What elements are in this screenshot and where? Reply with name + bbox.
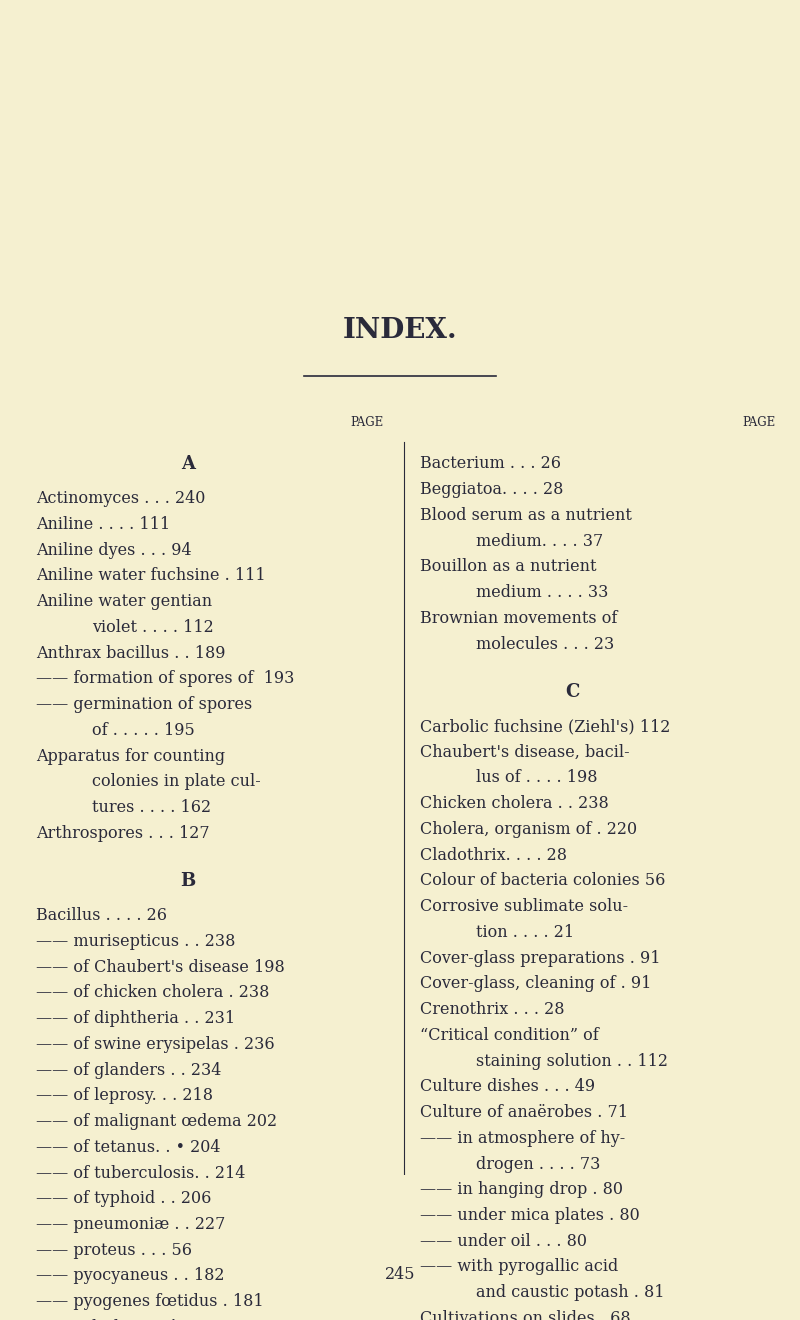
Text: violet . . . . 112: violet . . . . 112 xyxy=(92,619,214,636)
Text: Bacillus . . . . 26: Bacillus . . . . 26 xyxy=(36,907,167,924)
Text: —— proteus . . . 56: —— proteus . . . 56 xyxy=(36,1242,192,1259)
Text: Culture dishes . . . 49: Culture dishes . . . 49 xyxy=(420,1078,595,1096)
Text: —— in atmosphere of hy-: —— in atmosphere of hy- xyxy=(420,1130,626,1147)
Text: —— pyocyaneus . . 182: —— pyocyaneus . . 182 xyxy=(36,1267,225,1284)
Text: of . . . . . 195: of . . . . . 195 xyxy=(92,722,194,739)
Text: staining solution . . 112: staining solution . . 112 xyxy=(476,1052,668,1069)
Text: Actinomyces . . . 240: Actinomyces . . . 240 xyxy=(36,490,206,507)
Text: and caustic potash . 81: and caustic potash . 81 xyxy=(476,1284,665,1302)
Text: —— of swine erysipelas . 236: —— of swine erysipelas . 236 xyxy=(36,1036,274,1053)
Text: —— pyogenes fœtidus . 181: —— pyogenes fœtidus . 181 xyxy=(36,1294,264,1311)
Text: —— of tetanus. . • 204: —— of tetanus. . • 204 xyxy=(36,1139,221,1156)
Text: —— of leprosy. . . 218: —— of leprosy. . . 218 xyxy=(36,1088,213,1105)
Text: Bouillon as a nutrient: Bouillon as a nutrient xyxy=(420,558,597,576)
Text: tion . . . . 21: tion . . . . 21 xyxy=(476,924,574,941)
Text: Aniline dyes . . . 94: Aniline dyes . . . 94 xyxy=(36,541,192,558)
Text: medium. . . . 37: medium. . . . 37 xyxy=(476,532,603,549)
Text: INDEX.: INDEX. xyxy=(342,317,458,343)
Text: Aniline water gentian: Aniline water gentian xyxy=(36,593,212,610)
Text: —— formation of spores of  193: —— formation of spores of 193 xyxy=(36,671,294,688)
Text: Colour of bacteria colonies 56: Colour of bacteria colonies 56 xyxy=(420,873,666,890)
Text: Cholera, organism of . 220: Cholera, organism of . 220 xyxy=(420,821,637,838)
Text: PAGE: PAGE xyxy=(742,416,776,429)
Text: Chaubert's disease, bacil-: Chaubert's disease, bacil- xyxy=(420,743,630,760)
Text: Arthrospores . . . 127: Arthrospores . . . 127 xyxy=(36,825,210,842)
Text: Chicken cholera . . 238: Chicken cholera . . 238 xyxy=(420,795,609,812)
Text: Cultivations on slides . 68: Cultivations on slides . 68 xyxy=(420,1309,630,1320)
Text: Aniline water fuchsine . 111: Aniline water fuchsine . 111 xyxy=(36,568,266,585)
Text: Cover-glass, cleaning of . 91: Cover-glass, cleaning of . 91 xyxy=(420,975,651,993)
Text: —— in hanging drop . 80: —— in hanging drop . 80 xyxy=(420,1181,623,1199)
Text: —— of glanders . . 234: —— of glanders . . 234 xyxy=(36,1061,222,1078)
Text: tures . . . . 162: tures . . . . 162 xyxy=(92,799,211,816)
Text: molecules . . . 23: molecules . . . 23 xyxy=(476,635,614,652)
Text: B: B xyxy=(180,873,196,891)
Text: —— of diphtheria . . 231: —— of diphtheria . . 231 xyxy=(36,1010,235,1027)
Text: C: C xyxy=(565,684,579,701)
Text: 245: 245 xyxy=(385,1266,415,1283)
Text: PAGE: PAGE xyxy=(350,416,384,429)
Text: colonies in plate cul-: colonies in plate cul- xyxy=(92,774,261,791)
Text: —— under oil . . . 80: —— under oil . . . 80 xyxy=(420,1233,587,1250)
Text: Crenothrix . . . 28: Crenothrix . . . 28 xyxy=(420,1001,565,1018)
Text: —— of chicken cholera . 238: —— of chicken cholera . 238 xyxy=(36,985,270,1002)
Text: Cover-glass preparations . 91: Cover-glass preparations . 91 xyxy=(420,949,661,966)
Text: Corrosive sublimate solu-: Corrosive sublimate solu- xyxy=(420,898,628,915)
Text: medium . . . . 33: medium . . . . 33 xyxy=(476,583,608,601)
Text: —— of tuberculosis. . 214: —— of tuberculosis. . 214 xyxy=(36,1164,246,1181)
Text: —— of Chaubert's disease 198: —— of Chaubert's disease 198 xyxy=(36,958,285,975)
Text: drogen . . . . 73: drogen . . . . 73 xyxy=(476,1155,600,1172)
Text: —— of malignant œdema 202: —— of malignant œdema 202 xyxy=(36,1113,277,1130)
Text: Carbolic fuchsine (Ziehl's) 112: Carbolic fuchsine (Ziehl's) 112 xyxy=(420,718,670,735)
Text: “Critical condition” of: “Critical condition” of xyxy=(420,1027,598,1044)
Text: Blood serum as a nutrient: Blood serum as a nutrient xyxy=(420,507,632,524)
Text: Anthrax bacillus . . 189: Anthrax bacillus . . 189 xyxy=(36,644,226,661)
Text: —— with pyrogallic acid: —— with pyrogallic acid xyxy=(420,1258,618,1275)
Text: —— under mica plates . 80: —— under mica plates . 80 xyxy=(420,1206,640,1224)
Text: —— murisepticus . . 238: —— murisepticus . . 238 xyxy=(36,933,235,950)
Text: Cladothrix. . . . 28: Cladothrix. . . . 28 xyxy=(420,846,567,863)
Text: —— germination of spores: —— germination of spores xyxy=(36,696,252,713)
Text: Aniline . . . . 111: Aniline . . . . 111 xyxy=(36,516,170,533)
Text: —— pneumoniæ . . 227: —— pneumoniæ . . 227 xyxy=(36,1216,226,1233)
Text: Brownian movements of: Brownian movements of xyxy=(420,610,618,627)
Text: Culture of anaërobes . 71: Culture of anaërobes . 71 xyxy=(420,1104,628,1121)
Text: —— of typhoid . . 206: —— of typhoid . . 206 xyxy=(36,1191,211,1208)
Text: Apparatus for counting: Apparatus for counting xyxy=(36,747,225,764)
Text: Beggiatoa. . . . 28: Beggiatoa. . . . 28 xyxy=(420,480,563,498)
Text: Bacterium . . . 26: Bacterium . . . 26 xyxy=(420,455,561,473)
Text: A: A xyxy=(181,455,195,474)
Text: lus of . . . . 198: lus of . . . . 198 xyxy=(476,770,598,787)
